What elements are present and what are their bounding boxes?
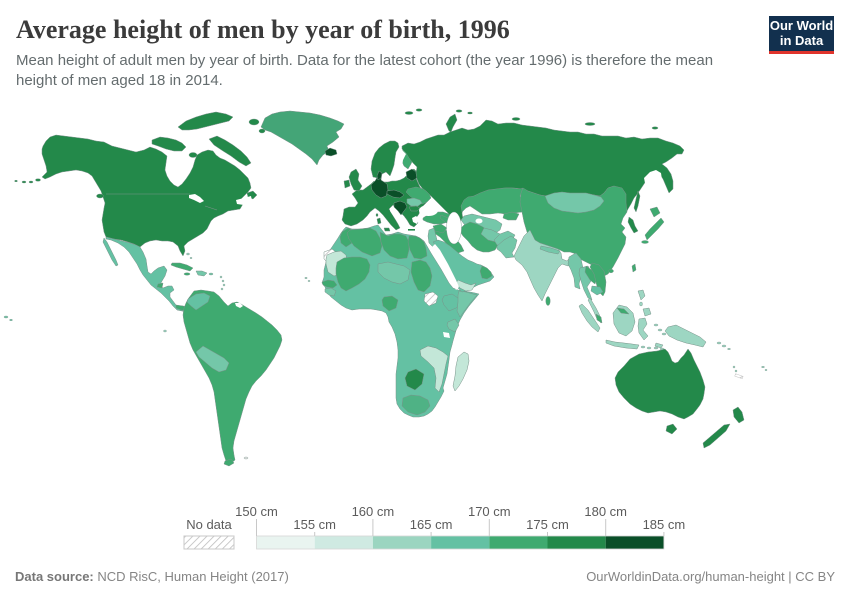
svg-text:No data: No data <box>186 517 232 532</box>
svg-text:165 cm: 165 cm <box>410 517 453 532</box>
svg-text:170 cm: 170 cm <box>468 504 511 519</box>
svg-text:175 cm: 175 cm <box>526 517 569 532</box>
svg-text:185 cm: 185 cm <box>643 517 686 532</box>
svg-text:160 cm: 160 cm <box>352 504 395 519</box>
svg-text:180 cm: 180 cm <box>584 504 627 519</box>
svg-text:155 cm: 155 cm <box>293 517 336 532</box>
svg-text:150 cm: 150 cm <box>235 504 278 519</box>
